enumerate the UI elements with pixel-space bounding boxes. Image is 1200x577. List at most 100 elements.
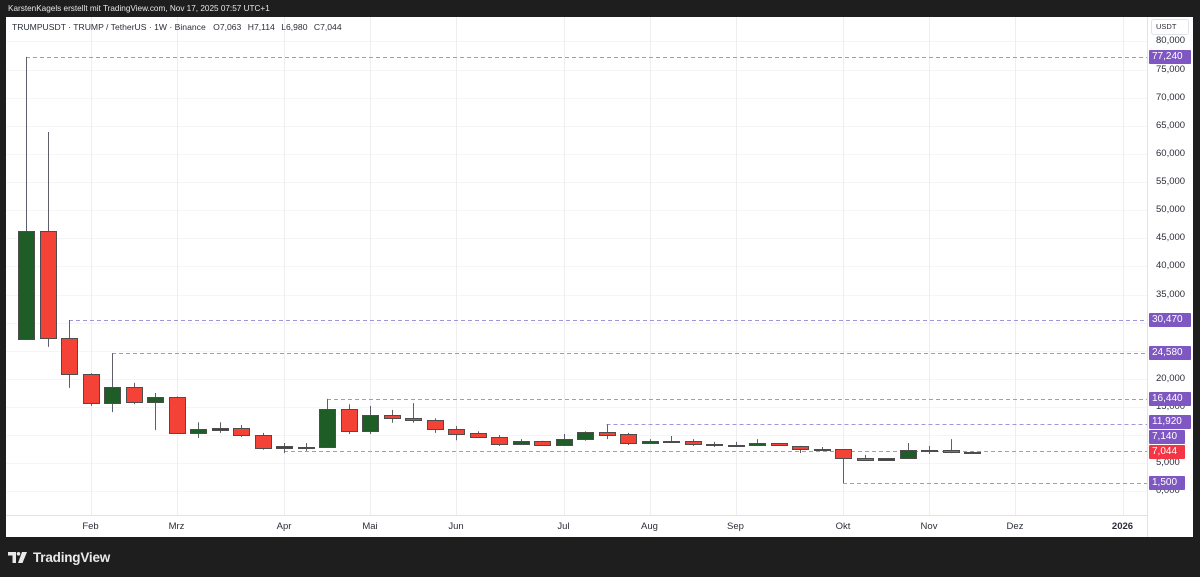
candle-body-up	[190, 429, 207, 434]
candle-body-down	[341, 409, 358, 432]
time-tick-label: Mrz	[168, 521, 185, 532]
price-tick-label: 0,000	[1156, 485, 1180, 497]
level-price-label[interactable]: 7,140	[1149, 429, 1185, 444]
candle-body-down	[470, 433, 487, 438]
candle-body-up	[276, 446, 293, 449]
candle-body-down	[685, 441, 702, 445]
candle-body-up	[319, 409, 336, 448]
candle-body-up	[18, 231, 35, 340]
candle-body-down	[255, 435, 272, 449]
price-tick-label: 80,000	[1156, 35, 1186, 47]
candle-body-down	[599, 432, 616, 436]
ohlc-close-value: 7,044	[320, 22, 342, 32]
chart-panel: TRUMPUSDT · TRUMP / TetherUS · 1W · Bina…	[6, 17, 1193, 537]
price-tick-label: 55,000	[1156, 176, 1186, 188]
chart-plot-area[interactable]	[6, 17, 1147, 515]
ohlc-low: L6,980	[281, 22, 307, 32]
candle-body-down	[771, 443, 788, 446]
candle-body-up	[362, 415, 379, 432]
candle-body-down	[964, 452, 981, 454]
time-axis[interactable]: Feb Mrz Apr Mai Jun Jul Aug Sep Okt Nov Dez 2026	[6, 515, 1147, 537]
time-tick-label: Jul	[557, 521, 570, 532]
current-price-label[interactable]: 7,044	[1149, 444, 1185, 459]
level-price-label[interactable]: 1,500	[1149, 475, 1185, 490]
candle-body-down	[792, 446, 809, 450]
price-tick-label: 65,000	[1156, 119, 1186, 131]
ohlc-close-label: C	[313, 22, 321, 32]
candle-body-up	[577, 432, 594, 440]
ohlc-close: C7,044	[314, 22, 342, 32]
candle-body-up	[728, 445, 745, 447]
chart-legend[interactable]: TRUMPUSDT · TRUMP / TetherUS · 1W · Bina…	[12, 22, 346, 33]
time-tick-label: Sep	[727, 521, 744, 532]
time-tick-label: 2026	[1111, 521, 1134, 532]
ohlc-high-label: H	[247, 22, 254, 32]
time-tick-label: Nov	[920, 521, 938, 532]
time-tick-label: Aug	[641, 521, 658, 532]
candle-body-down	[857, 458, 874, 461]
candle-body-up	[663, 441, 680, 443]
level-price-label[interactable]: 24,580	[1149, 346, 1191, 361]
tradingview-logo-text: TradingView	[33, 549, 111, 565]
level-price-label[interactable]: 16,440	[1149, 391, 1191, 406]
time-tick-label: Feb	[82, 521, 99, 532]
price-tick-label: 75,000	[1156, 63, 1186, 75]
price-tick-label: 70,000	[1156, 91, 1186, 103]
candle-body-down	[83, 374, 100, 404]
candlestick-chart	[6, 17, 1147, 515]
price-tick-label: 60,000	[1156, 147, 1186, 159]
ohlc-open: O7,063	[213, 22, 241, 32]
candle-body-down	[126, 387, 143, 403]
candle-body-down	[40, 231, 57, 339]
candle-body-up	[749, 443, 766, 446]
tradingview-logo-icon	[8, 551, 27, 563]
candle-body-down	[61, 338, 78, 375]
candle-body-up	[147, 397, 164, 403]
candle-body-down	[835, 449, 852, 459]
price-tick-label: 35,000	[1156, 288, 1186, 300]
ohlc-low-value: 6,980	[285, 22, 308, 32]
candle-body-down	[620, 434, 637, 444]
time-tick-label: Apr	[276, 521, 292, 532]
price-tick-label: 5,000	[1156, 457, 1180, 469]
candle-body-down	[427, 420, 444, 430]
candle-body-up	[556, 439, 573, 446]
footer-bar: TradingView	[0, 537, 1200, 577]
candle-body-down	[448, 429, 465, 435]
price-tick-label: 50,000	[1156, 204, 1186, 216]
ohlc-high-value: 7,114	[253, 22, 275, 32]
currency-selector[interactable]: USDT	[1151, 19, 1189, 35]
top-bar: KarstenKagels erstellt mit TradingView.c…	[0, 0, 1200, 17]
candle-body-up	[642, 441, 659, 444]
symbol-title[interactable]: TRUMPUSDT · TRUMP / TetherUS · 1W · Bina…	[12, 22, 206, 32]
candle-body-up	[513, 441, 530, 445]
time-tick-label: Mai	[362, 521, 378, 532]
candle-body-up	[104, 387, 121, 404]
time-tick-label: Okt	[835, 521, 851, 532]
candle-body-down	[405, 418, 422, 421]
candle-body-up	[878, 458, 895, 461]
candle-body-down	[491, 437, 508, 445]
candle-body-down	[233, 428, 250, 436]
ohlc-open-value: 7,063	[219, 22, 242, 32]
price-tick-label: 45,000	[1156, 232, 1186, 244]
candle-body-up	[900, 450, 917, 459]
attribution-text: KarstenKagels erstellt mit TradingView.c…	[8, 4, 270, 13]
candle-body-down	[814, 449, 831, 451]
candle-body-down	[169, 397, 186, 434]
level-price-label[interactable]: 77,240	[1149, 49, 1191, 64]
ohlc-high: H7,114	[248, 22, 275, 32]
candle-body-down	[384, 415, 401, 419]
ohlc-open-label: O	[213, 22, 220, 32]
level-price-label[interactable]: 30,470	[1149, 313, 1191, 327]
time-tick-label: Dez	[1006, 521, 1024, 532]
level-price-label[interactable]: 11,920	[1149, 414, 1191, 429]
candle-body-down	[706, 444, 723, 446]
ohlc-low-label: L	[281, 22, 286, 32]
candle-body-down	[943, 450, 960, 453]
candle-body-down	[534, 441, 551, 446]
price-tick-label: 20,000	[1156, 372, 1186, 384]
candle-body-up	[921, 450, 938, 452]
tradingview-logo: TradingView	[8, 548, 110, 566]
price-axis[interactable]: USDT 0,0005,00010,00015,00020,00025,0003…	[1147, 17, 1193, 537]
